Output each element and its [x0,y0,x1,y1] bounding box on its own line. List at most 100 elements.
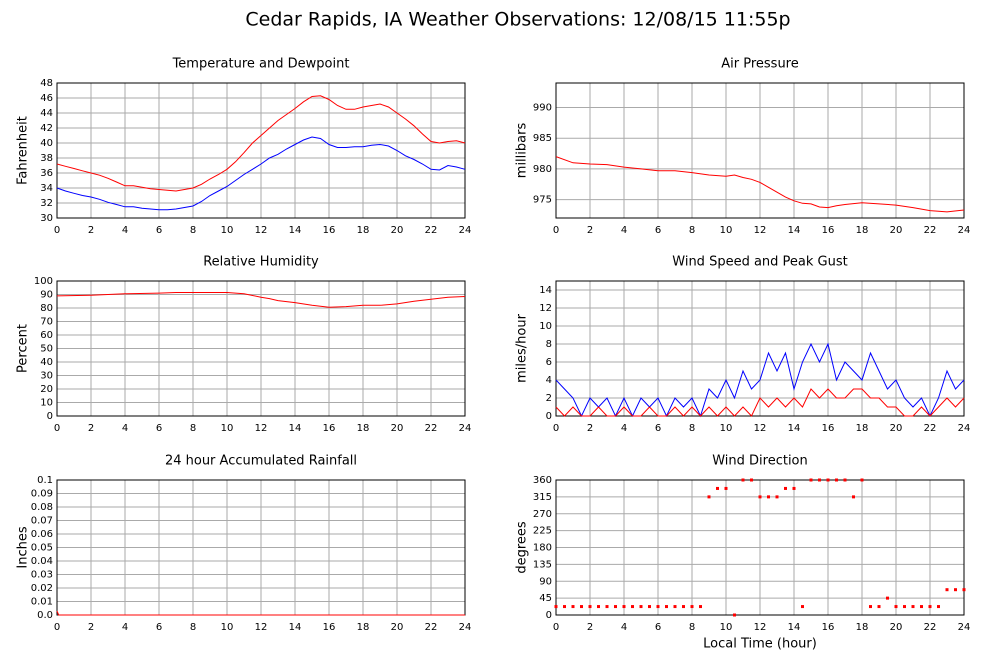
panel-title: 24 hour Accumulated Rainfall [165,454,357,469]
x-tick-label: 14 [289,622,302,633]
x-tick-label: 12 [255,622,268,633]
x-tick-label: 4 [621,225,627,236]
x-tick-label: 22 [924,622,937,633]
data-point [911,605,915,609]
x-tick-label: 20 [391,225,404,236]
x-tick-label: 22 [924,225,937,236]
data-point [571,605,575,609]
x-tick-label: 10 [720,622,733,633]
y-tick-label: 180 [533,543,552,554]
x-tick-label: 12 [754,622,767,633]
x-tick-label: 16 [822,423,835,434]
data-point [758,495,762,499]
y-tick-label: 315 [533,492,552,503]
y-tick-label: 44 [40,108,53,119]
y-tick-label: 14 [539,285,552,296]
data-point [690,605,694,609]
panel-title: Temperature and Dewpoint [172,57,350,72]
y-tick-label: 10 [40,398,53,409]
data-point [682,605,685,609]
main-title: Cedar Rapids, IA Weather Observations: 1… [245,9,790,31]
y-tick-label: 30 [40,371,53,382]
panel-title: Wind Speed and Peak Gust [672,255,847,270]
x-tick-label: 16 [822,225,835,236]
y-tick-label: 0 [47,411,53,422]
x-tick-label: 2 [88,423,94,434]
x-tick-label: 14 [788,622,801,633]
x-tick-label: 6 [156,423,162,434]
x-tick-label: 12 [255,423,268,434]
x-tick-label: 14 [788,225,801,236]
data-point [962,588,966,592]
x-tick-label: 2 [88,225,94,236]
data-point [920,605,923,609]
x-tick-label: 8 [190,423,196,434]
y-tick-label: 0.07 [31,516,53,527]
y-tick-label: 0.04 [31,556,53,567]
x-tick-label: 10 [221,423,234,434]
x-tick-label: 20 [890,622,903,633]
y-tick-label: 4 [546,375,552,386]
x-tick-label: 0 [54,225,60,236]
x-tick-label: 0 [54,423,60,434]
x-tick-label: 6 [655,423,661,434]
x-tick-label: 0 [553,225,559,236]
x-tick-label: 8 [190,225,196,236]
panel-title: Wind Direction [712,454,808,469]
data-point [554,605,558,609]
data-point [784,486,787,490]
data-point [707,495,711,499]
y-axis-label: miles/hour [515,313,530,382]
y-axis-label: degrees [515,521,530,574]
y-tick-label: 70 [40,317,53,328]
y-axis-label: Fahrenheit [16,116,31,185]
x-tick-label: 24 [459,622,472,633]
data-point [877,605,881,609]
x-tick-label: 0 [553,622,559,633]
data-point [750,478,753,482]
y-tick-label: 80 [40,303,53,314]
x-tick-label: 18 [357,225,370,236]
y-tick-label: 2 [546,393,552,404]
x-tick-label: 6 [655,622,661,633]
plot-frame [555,280,965,417]
data-point [860,478,864,482]
plot-frame [555,82,965,219]
y-tick-label: 20 [40,384,53,395]
data-line [56,95,466,192]
data-point [588,605,592,609]
y-tick-label: 270 [533,509,552,520]
y-tick-label: 6 [546,357,552,368]
x-tick-label: 2 [587,423,593,434]
y-tick-label: 0.01 [31,597,53,608]
data-point [741,478,745,482]
data-point [631,605,634,609]
x-tick-label: 12 [754,225,767,236]
x-tick-label: 16 [323,622,336,633]
data-line [56,292,466,308]
y-tick-label: 60 [40,330,53,341]
data-point [886,596,889,600]
x-tick-label: 20 [391,622,404,633]
data-point [843,478,847,482]
y-tick-label: 0 [546,411,552,422]
y-tick-label: 0.1 [37,475,53,486]
x-tick-label: 20 [890,423,903,434]
x-tick-label: 10 [221,225,234,236]
y-tick-label: 48 [40,78,53,89]
y-tick-label: 990 [533,103,552,114]
y-tick-label: 0.08 [31,502,53,513]
x-tick-label: 14 [289,225,302,236]
data-line [555,156,965,213]
x-tick-label: 0 [553,423,559,434]
data-point [801,605,804,609]
x-tick-label: 4 [621,622,627,633]
data-point [945,588,949,592]
data-point [673,605,677,609]
y-tick-label: 40 [40,138,53,149]
data-point [835,478,838,482]
x-tick-label: 20 [391,423,404,434]
data-point [716,486,719,490]
data-point [733,613,736,617]
data-point [894,605,898,609]
